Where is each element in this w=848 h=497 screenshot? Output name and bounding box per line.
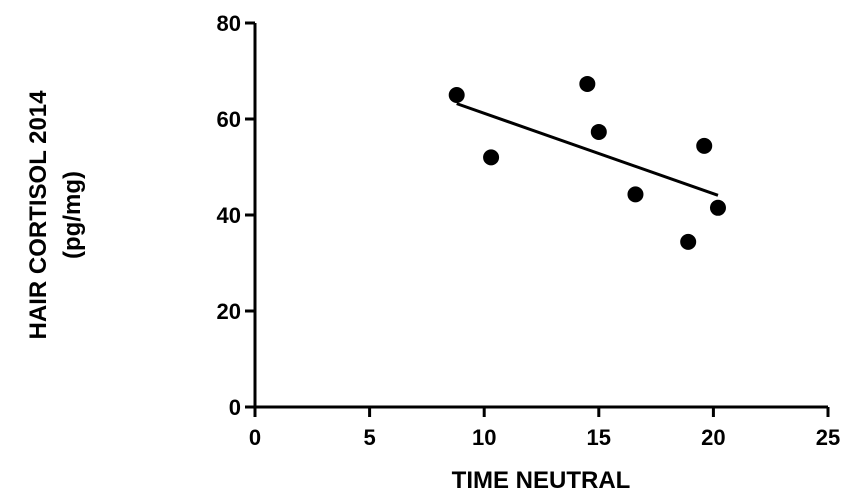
- trendline: [456, 102, 719, 197]
- y-tick-label: 40: [217, 203, 241, 228]
- y-tick-label: 80: [217, 11, 241, 36]
- data-point: [709, 199, 726, 216]
- data-point: [680, 233, 697, 250]
- x-tick-label: 25: [816, 425, 840, 450]
- axes: 0 20 40 60 80 0 5 10 15 20 25: [217, 11, 841, 450]
- y-tick-label: 60: [217, 107, 241, 132]
- x-tick-label: 5: [363, 425, 375, 450]
- y-axis-title: HAIR CORTISOL 2014 (pg/mg): [25, 90, 86, 340]
- y-tick-label: 0: [229, 395, 241, 420]
- x-axis-label: TIME NEUTRAL: [452, 467, 631, 494]
- y-tick-label: 20: [217, 299, 241, 324]
- data-point: [448, 87, 465, 103]
- y-axis-label-line-1: HAIR CORTISOL 2014: [25, 90, 52, 340]
- x-tick-label: 20: [701, 425, 725, 450]
- data-point: [696, 137, 713, 154]
- data-point: [579, 75, 596, 92]
- x-tick-label: 10: [472, 425, 496, 450]
- x-tick-label: 0: [249, 425, 261, 450]
- data-point: [627, 186, 644, 203]
- trendline-group: [456, 102, 719, 197]
- data-points: [448, 75, 726, 250]
- y-axis-label-line-2: (pg/mg): [59, 171, 86, 259]
- data-point: [590, 123, 607, 140]
- data-point: [483, 149, 500, 166]
- x-tick-label: 15: [587, 425, 611, 450]
